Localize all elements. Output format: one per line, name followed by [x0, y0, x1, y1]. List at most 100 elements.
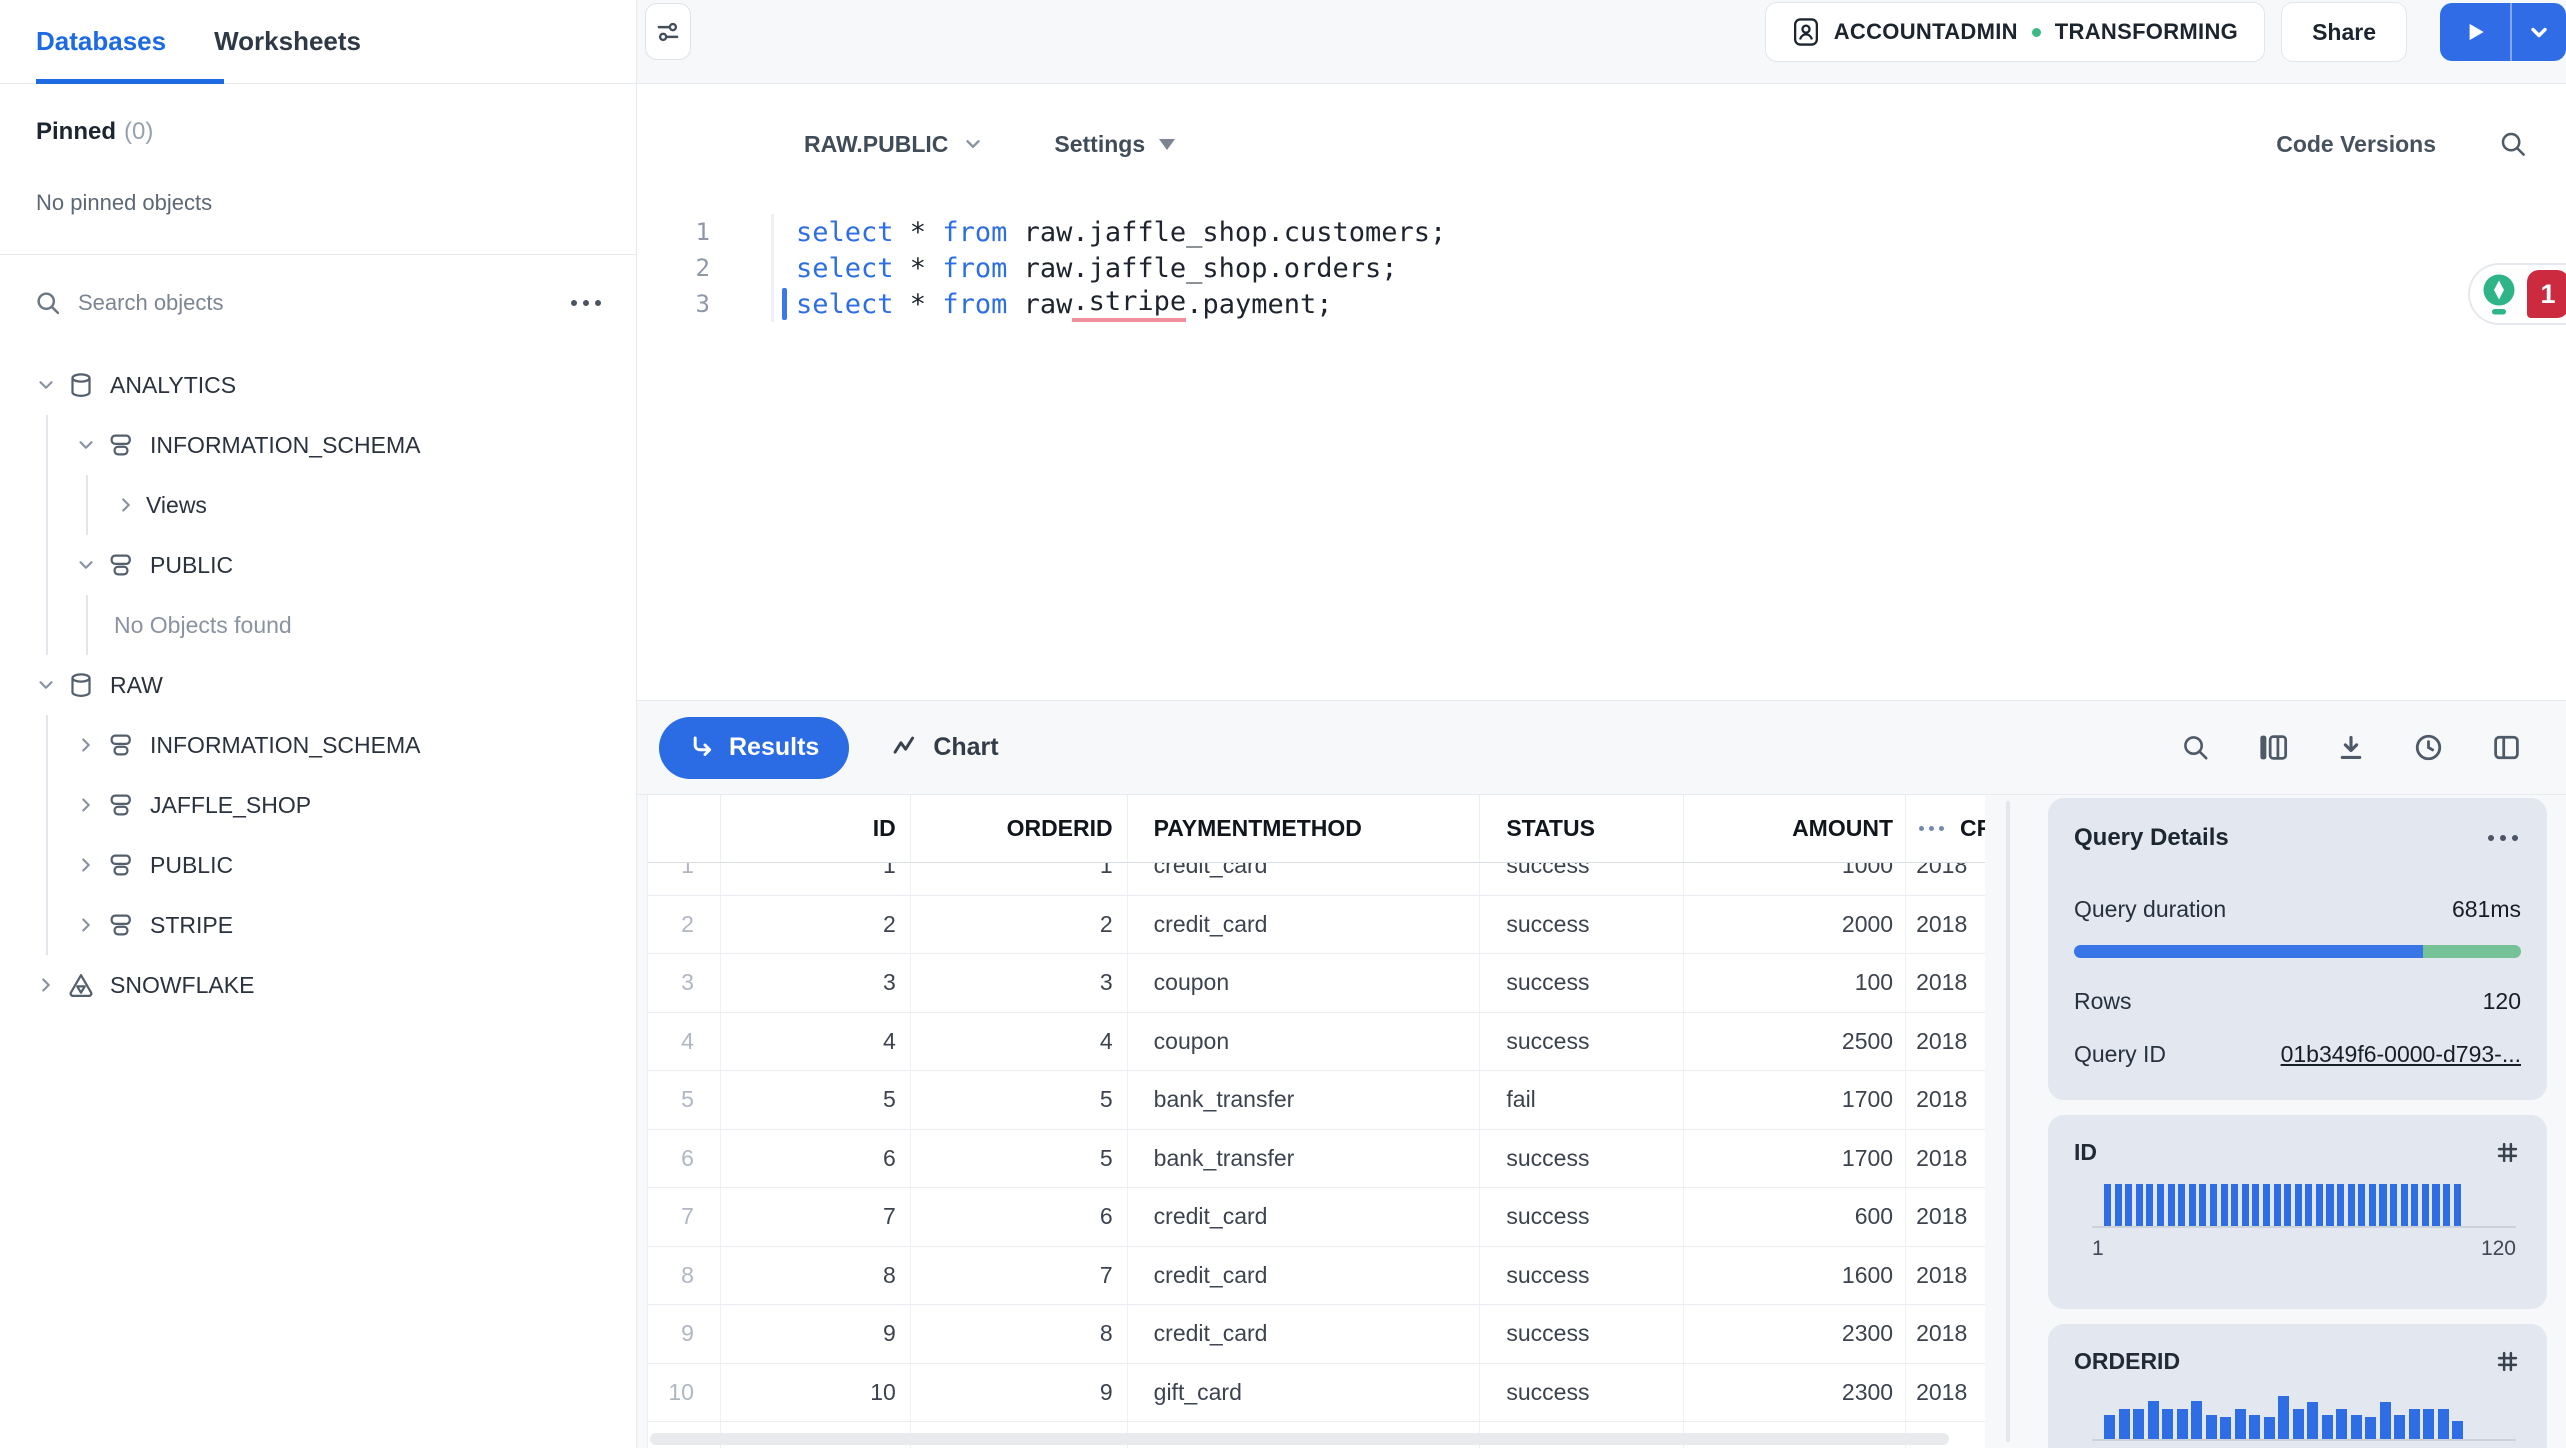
histogram-bar [2162, 1409, 2173, 1439]
histogram-bar [2220, 1184, 2228, 1226]
cell-created: 2018 [1916, 1144, 1968, 1171]
histogram-bar [2336, 1409, 2347, 1439]
role-warehouse-selector[interactable]: ACCOUNTADMIN TRANSFORMING [1764, 2, 2266, 62]
search-input[interactable]: Search objects [78, 290, 224, 315]
chevron-down-icon[interactable] [74, 553, 98, 577]
current-role: ACCOUNTADMIN [1833, 19, 2018, 44]
code-line[interactable]: 3 select * from raw .stripe .payment; [637, 286, 2566, 322]
cell-orderid: 3 [911, 954, 1128, 1012]
download-icon[interactable] [2336, 733, 2366, 763]
column-header-paymentmethod[interactable]: PAYMENTMETHOD [1128, 795, 1481, 862]
search-icon [34, 289, 62, 317]
cell-amount: 1700 [1684, 1129, 1907, 1187]
tree-item-jaffle-shop[interactable]: JAFFLE_SHOP [0, 775, 636, 835]
columns-icon[interactable] [2258, 733, 2289, 762]
column-header-status[interactable]: STATUS [1480, 795, 1685, 862]
histogram-bar [2437, 1409, 2449, 1439]
histogram-bar [2443, 1184, 2451, 1226]
more-options-icon[interactable] [568, 300, 604, 306]
chevron-right-icon[interactable] [74, 853, 98, 877]
table-row[interactable]: 6 6 5 bank_transfer success 1700 2018 [648, 1129, 1985, 1188]
query-details-menu-icon[interactable] [2485, 835, 2521, 841]
cell-amount: 1600 [1684, 1246, 1907, 1304]
column-header-id[interactable]: ID [721, 795, 911, 862]
code-lines[interactable]: 1 select * from raw.jaffle_shop.customers… [637, 204, 2566, 322]
chevron-right-icon[interactable] [114, 493, 138, 517]
cell-created: 2018 [1916, 1086, 1968, 1113]
table-row[interactable]: 9 9 8 credit_card success 2300 2018 [648, 1305, 1985, 1364]
tree-item-raw[interactable]: RAW [0, 655, 636, 715]
chevron-right-icon[interactable] [74, 913, 98, 937]
line-number: 2 [695, 254, 710, 282]
tree-item-views[interactable]: Views [0, 475, 636, 535]
search-results-icon[interactable] [2180, 732, 2211, 763]
database-context-selector[interactable]: RAW.PUBLIC [804, 131, 984, 158]
column-header-orderid[interactable]: ORDERID [911, 795, 1128, 862]
code-line[interactable]: 2 select * from raw.jaffle_shop.orders; [637, 250, 2566, 286]
code-line[interactable]: 1 select * from raw.jaffle_shop.customers… [637, 214, 2566, 250]
table-row[interactable]: 7 7 6 credit_card success 600 2018 [648, 1188, 1985, 1247]
table-row[interactable]: 4 4 4 coupon success 2500 2018 [648, 1012, 1985, 1071]
histogram-bar [2209, 1184, 2218, 1226]
tree-item-label: SNOWFLAKE [110, 971, 255, 998]
cell-status: success [1480, 1188, 1685, 1246]
tab-results[interactable]: Results [659, 716, 850, 779]
histogram-bar [2294, 1184, 2302, 1226]
cell-amount: 2300 [1684, 1363, 1907, 1421]
query-id-link[interactable]: 01b349f6-0000-d793-... [2280, 1041, 2521, 1067]
chevron-down-icon[interactable] [34, 373, 58, 397]
error-count-badge: 1 [2527, 270, 2566, 318]
editor-search-icon[interactable] [2498, 129, 2528, 159]
column-header-amount[interactable]: AMOUNT [1684, 795, 1906, 862]
vertical-scrollbar[interactable] [2006, 801, 2010, 1442]
orderid-histogram[interactable] [2092, 1395, 2516, 1441]
run-button[interactable] [2440, 3, 2512, 61]
tab-databases[interactable]: Databases [36, 0, 225, 84]
histogram-bar [2379, 1184, 2387, 1226]
cell-paymentmethod: gift_card [1128, 1363, 1481, 1421]
table-row[interactable]: 5 5 5 bank_transfer fail 1700 2018 [648, 1071, 1985, 1130]
tree-item-analytics[interactable]: ANALYTICS [0, 355, 636, 415]
object-search[interactable]: Search objects [0, 255, 636, 351]
history-icon[interactable] [2413, 732, 2444, 763]
cell-orderid: 5 [911, 1129, 1128, 1187]
tree-item-label: PUBLIC [150, 551, 234, 578]
tree-item-stripe[interactable]: STRIPE [0, 895, 636, 955]
tree-item-information-schema[interactable]: INFORMATION_SCHEMA [0, 715, 636, 775]
chevron-right-icon[interactable] [74, 733, 98, 757]
tab-chart[interactable]: Chart [891, 733, 999, 762]
query-details-title: Query Details [2074, 824, 2229, 851]
row-number: 10 [648, 1363, 721, 1421]
table-row[interactable]: 2 2 2 credit_card success 2000 2018 [648, 895, 1985, 954]
tree-item-snowflake[interactable]: SNOWFLAKE [0, 955, 636, 1015]
split-panel-icon[interactable] [2491, 733, 2522, 762]
tab-worksheets[interactable]: Worksheets [214, 26, 361, 56]
table-row[interactable]: 8 8 7 credit_card success 1600 2018 [648, 1246, 1985, 1305]
code-versions-button[interactable]: Code Versions [2276, 130, 2436, 157]
tree-item-information-schema[interactable]: INFORMATION_SCHEMA [0, 415, 636, 475]
id-histogram[interactable] [2092, 1182, 2516, 1228]
horizontal-scrollbar[interactable] [650, 1433, 1949, 1445]
worksheet-config-button[interactable] [645, 3, 691, 60]
pinned-section: Pinned (0) No pinned objects [0, 84, 636, 255]
chevron-down-icon[interactable] [74, 433, 98, 457]
tree-item-label: RAW [110, 671, 163, 698]
id-max-label: 120 [2480, 1237, 2516, 1260]
tree-item-public[interactable]: PUBLIC [0, 835, 636, 895]
chevron-right-icon[interactable] [34, 973, 58, 997]
tree-item-label: JAFFLE_SHOP [150, 791, 312, 818]
copilot-suggestion-chip[interactable]: 1 [2468, 263, 2566, 325]
table-row[interactable]: 3 3 3 coupon success 100 2018 [648, 954, 1985, 1013]
column-menu-icon[interactable] [1916, 826, 1946, 831]
share-button[interactable]: Share [2281, 2, 2407, 62]
table-row[interactable]: 10 10 9 gift_card success 2300 2018 [648, 1363, 1985, 1422]
run-options-button[interactable] [2512, 3, 2566, 61]
column-header-created[interactable]: CREATED [1906, 795, 1985, 862]
cell-orderid: 7 [911, 1246, 1128, 1304]
chevron-right-icon[interactable] [74, 793, 98, 817]
chevron-down-icon[interactable] [34, 673, 58, 697]
triangle-down-icon [1159, 138, 1176, 150]
settings-dropdown[interactable]: Settings [1054, 131, 1176, 158]
row-number: 6 [648, 1129, 721, 1187]
tree-item-public[interactable]: PUBLIC [0, 535, 636, 595]
